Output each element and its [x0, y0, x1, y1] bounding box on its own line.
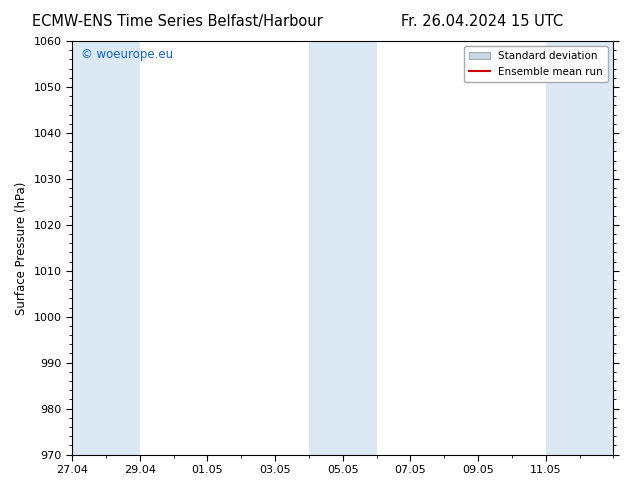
Text: Fr. 26.04.2024 15 UTC: Fr. 26.04.2024 15 UTC — [401, 14, 563, 29]
Bar — [309, 41, 377, 455]
Legend: Standard deviation, Ensemble mean run: Standard deviation, Ensemble mean run — [464, 46, 608, 82]
Bar — [546, 41, 614, 455]
Y-axis label: Surface Pressure (hPa): Surface Pressure (hPa) — [15, 181, 28, 315]
Bar — [72, 41, 139, 455]
Text: ECMW-ENS Time Series Belfast/Harbour: ECMW-ENS Time Series Belfast/Harbour — [32, 14, 323, 29]
Text: © woeurope.eu: © woeurope.eu — [81, 48, 172, 61]
